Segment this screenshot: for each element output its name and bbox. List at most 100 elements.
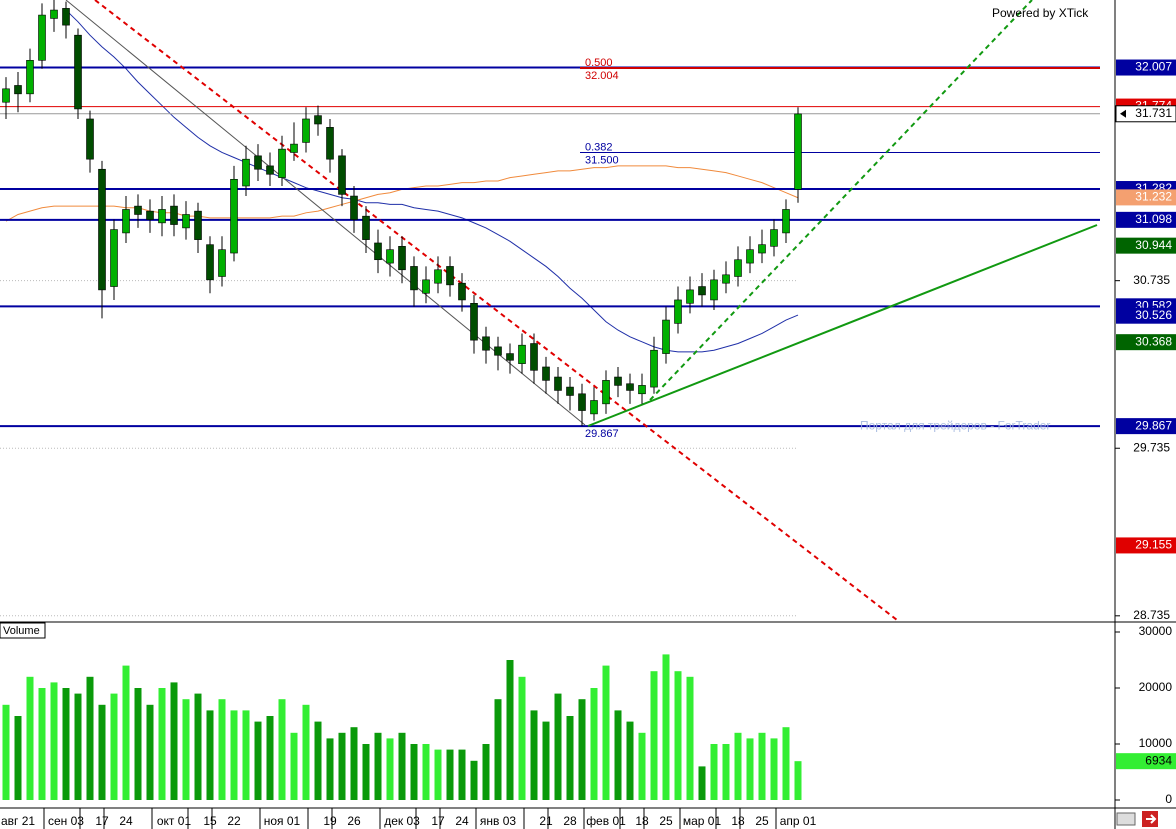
y-tick-label: 0 [1165,792,1172,806]
volume-bar [386,738,394,800]
price-marker [1116,59,1176,76]
price-marker-label: 30.368 [1135,334,1172,348]
fib-ratio: 0.382 [585,141,613,153]
x-tick-label: 18 [731,814,745,828]
candle-body [506,353,514,361]
candle-body [110,229,118,287]
volume-bar [26,676,34,800]
volume-bar [530,710,538,800]
volume-bar [518,676,526,800]
candle-body [350,195,358,220]
candle-body [134,205,142,215]
candle-body [722,274,730,284]
price-marker [1116,307,1176,324]
candle-body [674,299,682,324]
x-tick-label: 21 [539,814,553,828]
watermark: Портал для трейдеров - ForTrader [860,418,1050,432]
volume-bar [398,732,406,800]
price-marker-label: 31.232 [1135,190,1172,204]
candle-body [326,127,334,160]
volume-bar [638,732,646,800]
volume-bar [266,716,274,800]
price-marker [1116,189,1176,206]
candle-body [374,242,382,261]
volume-bar [110,693,118,800]
volume-bar [2,704,10,800]
candle-body [662,319,670,354]
candle-body [146,210,154,220]
volume-bar [338,732,346,800]
candle-body [590,400,598,415]
candle-body [434,269,442,284]
moving-average [65,9,799,353]
volume-bar [314,721,322,800]
price-marker-label: 31.731 [1135,106,1172,120]
volume-bar [194,693,202,800]
volume-bar [758,732,766,800]
volume-bar [50,682,58,800]
trend-line [649,0,1033,401]
volume-bar [98,704,106,800]
candle-body [74,34,82,110]
x-tick-label: 28 [563,814,577,828]
volume-bar [794,761,802,800]
candle-body [278,148,286,178]
x-tick-label: фев 01 [586,814,626,828]
volume-bar [362,744,370,800]
y-tick-label: 30000 [1139,624,1173,638]
candle-body [62,8,70,26]
candle-body [734,259,742,277]
candle-body [302,118,310,143]
x-tick-label: янв 03 [480,814,517,828]
x-tick-label: 25 [755,814,769,828]
candle-body [170,205,178,225]
volume-bar [674,671,682,800]
x-tick-label: 19 [323,814,337,828]
volume-bar [182,699,190,800]
price-marker [1116,418,1176,435]
volume-bar [230,710,238,800]
candle-body [530,343,538,371]
volume-bar [686,676,694,800]
candle-body [554,376,562,391]
fib-price: 31.500 [585,154,619,166]
candle-body [98,168,106,291]
candle-body [206,244,214,281]
candle-body [710,279,718,301]
volume-bar [62,688,70,800]
trend-line [94,0,898,621]
volume-bar [650,671,658,800]
volume-bar [506,660,514,800]
volume-bar [242,710,250,800]
price-marker-label: 29.155 [1135,538,1172,552]
candle-body [626,383,634,391]
price-marker [1115,105,1176,123]
volume-title: Volume [3,625,40,637]
trend-line [587,224,1098,427]
x-tick-label: 24 [455,814,469,828]
volume-bar [410,744,418,800]
fib-ratio: 0.500 [585,57,613,69]
candle-body [770,229,778,247]
candle-body [494,346,502,356]
x-tick-label: 18 [635,814,649,828]
price-marker [1116,237,1176,254]
credit: Powered by XTick [992,6,1089,20]
volume-bar [74,693,82,800]
candle-body [614,376,622,386]
candle-body [122,209,130,234]
volume-bar [782,727,790,800]
volume-bar [434,749,442,800]
candle-body [422,279,430,294]
candle-body [314,115,322,125]
candle-body [782,209,790,234]
x-tick-label: ноя 01 [264,814,301,828]
candle-body [194,210,202,240]
scroll-icon[interactable] [1116,812,1136,826]
candle-body [254,155,262,170]
volume-bar [746,738,754,800]
x-tick-label: апр 01 [780,814,817,828]
volume-bar [710,744,718,800]
y-tick-label: 20000 [1139,680,1173,694]
candle-body [650,349,658,388]
